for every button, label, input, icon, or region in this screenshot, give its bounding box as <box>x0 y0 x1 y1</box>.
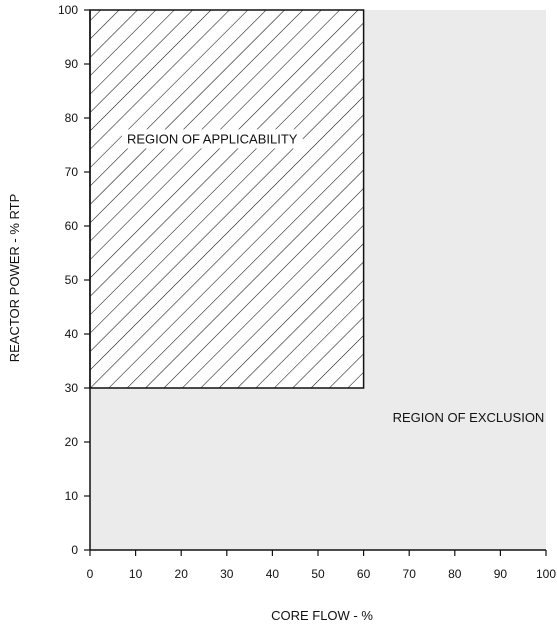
x-tick-label: 30 <box>220 567 234 581</box>
y-tick-label: 40 <box>65 327 79 341</box>
x-tick-label: 20 <box>175 567 189 581</box>
x-tick-label: 50 <box>311 567 325 581</box>
y-tick-label: 10 <box>65 489 79 503</box>
y-tick-label: 100 <box>58 3 78 17</box>
y-axis-ticks: 0 10 20 30 40 50 60 70 80 90 100 <box>58 3 90 557</box>
x-tick-label: 40 <box>266 567 280 581</box>
x-tick-label: 70 <box>403 567 417 581</box>
x-tick-label: 100 <box>536 567 556 581</box>
y-tick-label: 80 <box>65 111 79 125</box>
region-of-applicability-area <box>89 9 365 389</box>
region-of-exclusion-area <box>90 10 546 550</box>
x-tick-label: 0 <box>87 567 94 581</box>
region-of-exclusion-label: REGION OF EXCLUSION <box>393 410 545 425</box>
y-tick-label: 60 <box>65 219 79 233</box>
y-tick-label: 90 <box>65 57 79 71</box>
y-tick-label: 20 <box>65 435 79 449</box>
x-axis-ticks: 0 10 20 30 40 50 60 70 80 90 100 <box>87 550 556 581</box>
x-axis-title: CORE FLOW - % <box>271 608 373 623</box>
y-axis-title: REACTOR POWER - % RTP <box>7 194 22 363</box>
x-tick-label: 10 <box>129 567 143 581</box>
region-of-applicability-label: REGION OF APPLICABILITY <box>127 131 298 146</box>
x-tick-label: 90 <box>494 567 508 581</box>
x-tick-label: 80 <box>448 567 462 581</box>
y-tick-label: 30 <box>65 381 79 395</box>
x-tick-label: 60 <box>357 567 371 581</box>
y-tick-label: 0 <box>71 543 78 557</box>
y-tick-label: 50 <box>65 273 79 287</box>
y-tick-label: 70 <box>65 165 79 179</box>
region-of-applicability-label-background <box>121 129 303 149</box>
